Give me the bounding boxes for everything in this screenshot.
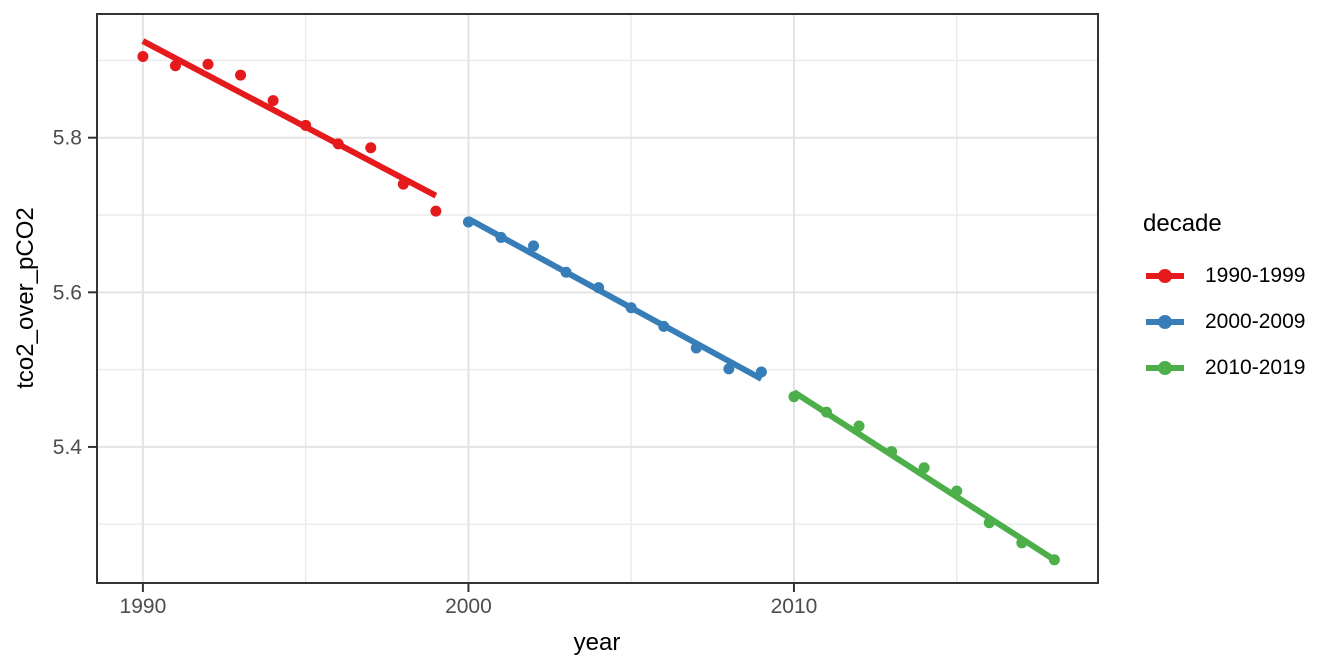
x-tick-label: 1990 bbox=[120, 595, 167, 618]
legend: decade 1990-1999 2000-2009 2010-2019 bbox=[1143, 210, 1305, 398]
legend-entry-1990-1999: 1990-1999 bbox=[1143, 260, 1305, 292]
data-point bbox=[202, 58, 214, 70]
x-tick-label: 2010 bbox=[771, 595, 818, 618]
data-point bbox=[267, 95, 279, 107]
legend-entry-label: 2000-2009 bbox=[1205, 310, 1306, 333]
trend-line bbox=[466, 216, 763, 382]
legend-key-line-dot-icon bbox=[1146, 269, 1184, 283]
legend-title: decade bbox=[1143, 210, 1222, 237]
y-tick-label: 5.6 bbox=[53, 281, 82, 304]
data-point bbox=[235, 69, 247, 81]
legend-key-line-dot-icon bbox=[1146, 361, 1184, 375]
legend-entry-label: 1990-1999 bbox=[1205, 264, 1306, 287]
legend-entry-2000-2009: 2000-2009 bbox=[1143, 306, 1305, 338]
y-tick-label: 5.8 bbox=[53, 127, 82, 150]
trend-line bbox=[792, 389, 1057, 563]
x-tick-label: 2000 bbox=[445, 595, 492, 618]
y-tick-label: 5.4 bbox=[53, 436, 83, 459]
panel-background bbox=[97, 14, 1098, 583]
y-axis-title: tco2_over_pCO2 bbox=[12, 207, 39, 389]
data-point bbox=[137, 51, 149, 63]
trend-line bbox=[141, 38, 438, 199]
x-axis-title: year bbox=[573, 629, 621, 656]
data-point bbox=[365, 142, 377, 154]
data-point bbox=[918, 462, 930, 474]
legend-entry-2010-2019: 2010-2019 bbox=[1143, 352, 1305, 384]
legend-key-line-dot-icon bbox=[1146, 315, 1184, 329]
data-point bbox=[723, 363, 735, 375]
data-point bbox=[528, 240, 540, 252]
data-point bbox=[430, 205, 442, 217]
legend-entry-label: 2010-2019 bbox=[1205, 356, 1306, 379]
panel-border bbox=[96, 13, 1099, 584]
